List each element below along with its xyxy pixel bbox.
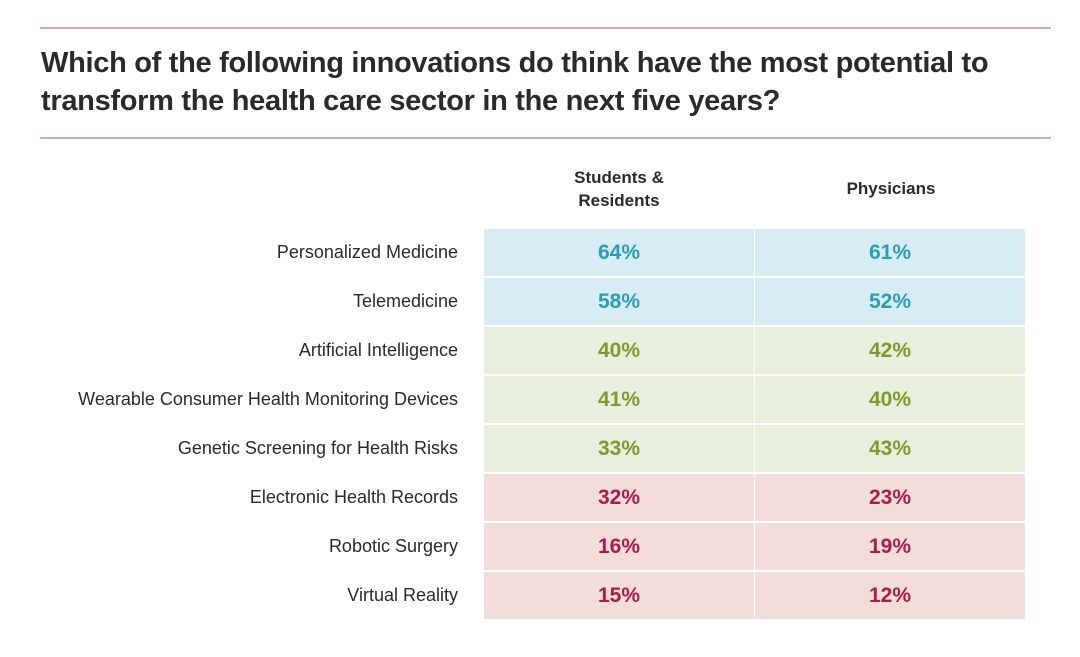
value-cell: 23% [755, 474, 1025, 521]
value-cell: 12% [755, 572, 1025, 619]
row-label: Electronic Health Records [249, 487, 458, 507]
value-cell: 61% [755, 229, 1025, 276]
value-cell: 52% [755, 278, 1025, 325]
row-label: Artificial Intelligence [298, 340, 458, 360]
value-cell: 64% [484, 229, 754, 276]
row-label: Wearable Consumer Health Monitoring Devi… [78, 389, 458, 409]
value-cell: 15% [484, 572, 754, 619]
top-rule [40, 27, 1051, 29]
row-label: Virtual Reality [347, 585, 458, 605]
value-cell: 58% [484, 278, 754, 325]
value-cell: 33% [484, 425, 754, 472]
value-cell: 19% [755, 523, 1025, 570]
row-label: Robotic Surgery [328, 536, 458, 556]
chart-title: Which of the following innovations do th… [41, 47, 989, 117]
value-cell: 32% [484, 474, 754, 521]
value-cell: 16% [484, 523, 754, 570]
value-cell: 42% [755, 327, 1025, 374]
row-label: Personalized Medicine [276, 242, 458, 262]
value-cell: 40% [755, 376, 1025, 423]
row-label: Genetic Screening for Health Risks [177, 438, 458, 458]
value-cell: 43% [755, 425, 1025, 472]
row-label: Telemedicine [352, 291, 458, 311]
title-rule [40, 137, 1051, 139]
column-header: Physicians [846, 179, 936, 198]
column-header: Students & Residents [574, 168, 664, 210]
value-cell: 41% [484, 376, 754, 423]
value-cell: 40% [484, 327, 754, 374]
